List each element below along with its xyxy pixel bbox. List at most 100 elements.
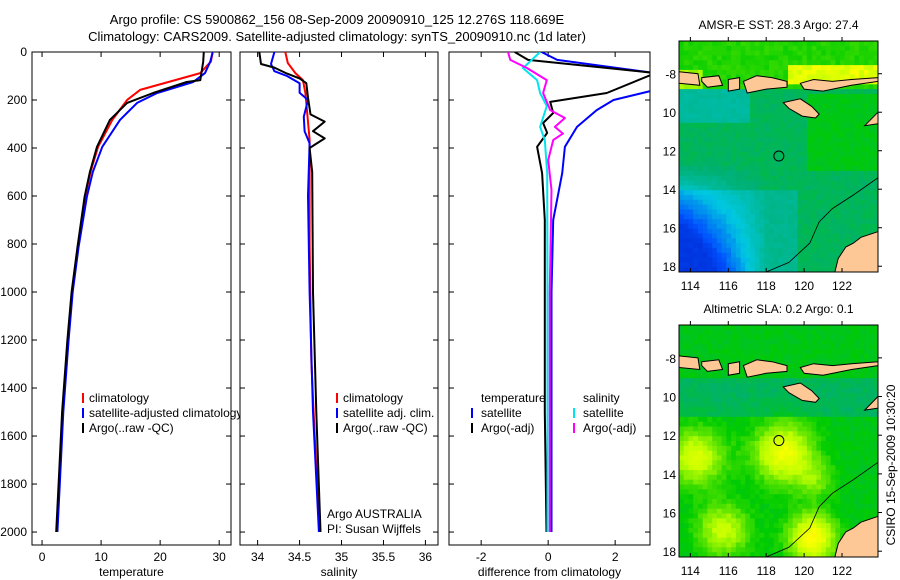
map-cell: [788, 354, 794, 360]
map-cell: [735, 127, 742, 133]
map-cell: [840, 243, 846, 249]
map-cell: [693, 494, 699, 500]
map-cell: [679, 180, 685, 186]
map-cell: [721, 513, 727, 519]
map-cell: [688, 489, 694, 495]
map-cell: [778, 132, 784, 138]
map-cell: [731, 180, 737, 186]
map-cell: [688, 146, 694, 153]
map-cell: [802, 378, 808, 384]
map-cell: [840, 460, 846, 466]
map-cell: [731, 122, 737, 129]
map-cell: [712, 387, 718, 394]
map-cell: [764, 407, 770, 413]
map-cell: [716, 214, 723, 220]
map-cell: [773, 103, 780, 109]
map-cell: [854, 460, 860, 466]
map-cell: [821, 474, 827, 481]
map-cell: [712, 65, 718, 71]
map-cell: [806, 523, 813, 529]
map-cell: [797, 209, 803, 215]
map-cell: [764, 156, 770, 162]
map-cell: [788, 334, 794, 341]
map-cell: [726, 397, 732, 403]
map-cell: [802, 69, 808, 76]
map-cell: [835, 397, 841, 403]
timestamp-note: CSIRO 15-Sep-2009 10:30:20: [884, 384, 898, 545]
map-cell: [731, 460, 737, 466]
map-cell: [769, 513, 775, 519]
map-cell: [825, 267, 832, 272]
map-cell: [792, 503, 798, 510]
map-cell: [735, 89, 742, 95]
map-cell: [788, 209, 794, 215]
legend-label: satellite-adjusted climatology: [89, 406, 242, 420]
map-cell: [849, 228, 855, 235]
map-cell: [735, 392, 742, 399]
map-cell: [688, 89, 694, 95]
map-cell: [811, 354, 817, 360]
map-cell: [821, 74, 827, 81]
map-cell: [783, 460, 789, 466]
map-cell: [726, 470, 732, 476]
map-cell: [750, 455, 756, 461]
map-cell: [707, 103, 713, 109]
map-cell: [816, 50, 822, 56]
map-cell: [797, 142, 803, 148]
map-cell: [806, 542, 813, 548]
map-cell: [816, 233, 822, 239]
map-cell: [778, 518, 784, 524]
map-cell: [731, 441, 737, 447]
map-cell: [844, 146, 851, 153]
map-cell: [698, 175, 704, 182]
map-cell: [788, 518, 794, 524]
map-cell: [849, 108, 855, 114]
map-cell: [726, 113, 732, 119]
map-cell: [716, 508, 723, 515]
map-cell: [773, 127, 780, 133]
map-cell: [773, 93, 780, 100]
map-cell: [816, 185, 822, 191]
map-cell: [693, 489, 699, 495]
map-cell: [721, 175, 727, 182]
map-cell: [688, 60, 694, 66]
map-cell: [816, 513, 822, 519]
map-cell: [854, 383, 860, 389]
map-cell: [754, 421, 761, 428]
map-cell: [693, 484, 699, 490]
map-cell: [835, 518, 841, 524]
map-cell: [712, 455, 718, 461]
map-cell: [764, 523, 770, 529]
map-cell: [868, 344, 874, 350]
map-cell: [868, 499, 874, 505]
map-cell: [764, 436, 770, 442]
map-cell: [707, 329, 713, 336]
map-cell: [806, 41, 813, 47]
map-cell: [849, 479, 855, 486]
map-cell: [844, 460, 851, 466]
map-cell: [731, 93, 737, 100]
map-cell: [783, 113, 789, 119]
map-cell: [835, 474, 841, 481]
map-cell: [788, 166, 794, 172]
map-cell: [840, 373, 846, 379]
map-cell: [750, 113, 756, 119]
map-cell: [702, 441, 708, 447]
map-cell: [740, 339, 746, 345]
map-cell: [750, 426, 756, 432]
map-cell: [792, 358, 798, 365]
map-cell: [716, 339, 723, 345]
map-cell: [802, 45, 808, 52]
map-cell: [840, 354, 846, 360]
map-cell: [788, 137, 794, 143]
map-cell: [830, 142, 836, 148]
map-cell: [773, 508, 780, 515]
map-cell: [830, 190, 836, 196]
map-cell: [840, 455, 846, 461]
map-cell: [712, 262, 718, 268]
map-cell: [731, 223, 737, 230]
map-cell: [769, 426, 775, 432]
map-cell: [783, 373, 789, 379]
map-cell: [773, 74, 780, 81]
